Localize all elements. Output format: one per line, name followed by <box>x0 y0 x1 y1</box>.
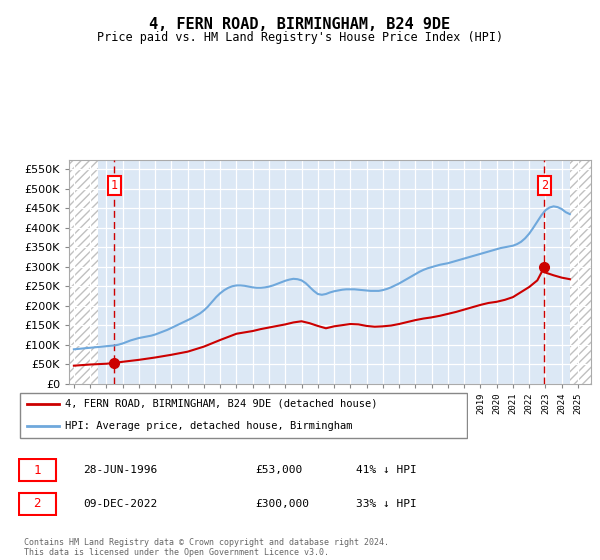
Bar <box>570 160 591 384</box>
Text: 2: 2 <box>34 497 41 510</box>
FancyBboxPatch shape <box>20 394 467 438</box>
FancyBboxPatch shape <box>19 459 56 482</box>
Text: £53,000: £53,000 <box>255 465 302 475</box>
Text: Price paid vs. HM Land Registry's House Price Index (HPI): Price paid vs. HM Land Registry's House … <box>97 31 503 44</box>
Text: 4, FERN ROAD, BIRMINGHAM, B24 9DE: 4, FERN ROAD, BIRMINGHAM, B24 9DE <box>149 17 451 32</box>
Text: 33% ↓ HPI: 33% ↓ HPI <box>356 499 417 508</box>
Text: 41% ↓ HPI: 41% ↓ HPI <box>356 465 417 475</box>
Text: 4, FERN ROAD, BIRMINGHAM, B24 9DE (detached house): 4, FERN ROAD, BIRMINGHAM, B24 9DE (detac… <box>65 399 378 409</box>
Text: £300,000: £300,000 <box>255 499 309 508</box>
Text: 1: 1 <box>111 179 118 192</box>
Text: 28-JUN-1996: 28-JUN-1996 <box>83 465 157 475</box>
Text: 09-DEC-2022: 09-DEC-2022 <box>83 499 157 508</box>
Text: 2: 2 <box>541 179 548 192</box>
Text: HPI: Average price, detached house, Birmingham: HPI: Average price, detached house, Birm… <box>65 421 353 431</box>
Text: Contains HM Land Registry data © Crown copyright and database right 2024.
This d: Contains HM Land Registry data © Crown c… <box>24 538 389 557</box>
Bar <box>69 160 98 384</box>
Text: 1: 1 <box>34 464 41 477</box>
FancyBboxPatch shape <box>19 493 56 515</box>
